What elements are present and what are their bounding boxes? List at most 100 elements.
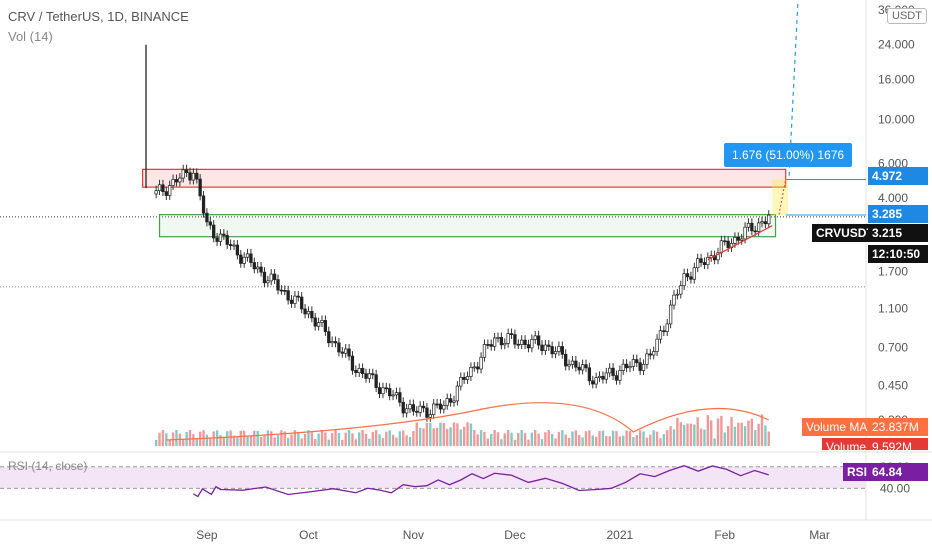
volume-bar bbox=[622, 435, 625, 446]
candle bbox=[628, 366, 632, 369]
candle bbox=[763, 221, 768, 225]
volume-bar bbox=[286, 437, 290, 446]
volume-bar bbox=[276, 434, 280, 446]
volume-bar bbox=[618, 436, 622, 446]
volume-bar bbox=[625, 430, 628, 446]
volume-bar bbox=[212, 431, 215, 446]
rsi-band bbox=[0, 466, 866, 489]
volume-bar bbox=[249, 436, 253, 446]
volume-bar bbox=[689, 423, 693, 446]
candle bbox=[652, 351, 656, 356]
candle bbox=[367, 373, 372, 379]
volume-bar bbox=[310, 432, 314, 446]
volume-bar bbox=[158, 432, 161, 446]
candle bbox=[696, 258, 700, 269]
volume-bar bbox=[767, 431, 770, 446]
candle bbox=[740, 238, 744, 241]
y-tick-2: 16.000 bbox=[878, 72, 915, 86]
candle bbox=[283, 289, 287, 292]
candle bbox=[354, 370, 358, 374]
candle bbox=[266, 280, 270, 284]
candle bbox=[306, 311, 311, 315]
y-tick-7: 1.700 bbox=[878, 264, 908, 278]
volume-bar bbox=[330, 433, 334, 446]
candle bbox=[482, 344, 487, 358]
x-tick-3: Dec bbox=[504, 528, 525, 542]
currency-selector[interactable]: USDT bbox=[887, 8, 927, 24]
volume-bar bbox=[381, 438, 385, 446]
candle bbox=[476, 366, 480, 370]
candle bbox=[520, 339, 524, 345]
candle bbox=[337, 342, 341, 353]
candle bbox=[760, 221, 764, 224]
candle bbox=[218, 233, 223, 242]
volume-legend: Vol (14) bbox=[8, 29, 53, 44]
volume-bar bbox=[520, 430, 523, 446]
candle bbox=[408, 404, 412, 410]
candle bbox=[371, 373, 375, 376]
volume-bar bbox=[222, 437, 226, 446]
candle bbox=[228, 244, 233, 247]
volume-bar bbox=[456, 423, 459, 446]
candle bbox=[570, 360, 575, 365]
volume-bar bbox=[571, 431, 574, 446]
volume-bar bbox=[638, 430, 642, 446]
candle bbox=[411, 404, 416, 412]
candle bbox=[469, 366, 473, 377]
candle bbox=[316, 322, 321, 327]
volume-bar bbox=[402, 430, 405, 446]
volume-bar bbox=[554, 438, 557, 446]
candle bbox=[198, 178, 202, 197]
volume-bar bbox=[364, 433, 368, 446]
candle bbox=[323, 320, 328, 332]
candle bbox=[604, 372, 608, 380]
candle bbox=[685, 273, 690, 278]
rsi-tick-1: 40.00 bbox=[880, 481, 910, 495]
volume-bar bbox=[229, 430, 232, 446]
candle bbox=[530, 339, 534, 349]
candle bbox=[269, 273, 273, 282]
volume-bar bbox=[547, 430, 550, 446]
volume-bar bbox=[679, 422, 682, 446]
volume-bar bbox=[601, 430, 605, 446]
candle bbox=[174, 179, 179, 183]
volume-bar bbox=[591, 435, 594, 446]
x-tick-2: Nov bbox=[403, 528, 424, 542]
volume-bar bbox=[635, 435, 638, 446]
volume-bar bbox=[534, 430, 537, 446]
volume-bar bbox=[666, 430, 669, 446]
candle bbox=[171, 179, 175, 186]
candle bbox=[215, 237, 219, 242]
volume-bar bbox=[263, 435, 266, 446]
candle bbox=[245, 253, 250, 258]
volume-bar bbox=[452, 422, 456, 446]
volume-bar bbox=[378, 434, 381, 446]
volume-bar bbox=[344, 432, 347, 446]
volume-bar bbox=[280, 430, 283, 446]
candle bbox=[421, 405, 426, 409]
volume-bar bbox=[408, 436, 412, 446]
volume-bar bbox=[253, 430, 256, 446]
candle bbox=[543, 344, 548, 352]
candle bbox=[540, 344, 544, 352]
candle bbox=[509, 333, 514, 335]
volume-bar bbox=[584, 431, 588, 446]
volume-ma-line bbox=[166, 402, 770, 441]
volume-bar bbox=[703, 429, 706, 446]
volume-bar bbox=[175, 430, 178, 446]
volume-bar bbox=[205, 434, 209, 446]
x-tick-4: 2021 bbox=[606, 528, 633, 542]
candle bbox=[364, 373, 368, 379]
candle bbox=[692, 267, 696, 280]
candle bbox=[404, 408, 409, 414]
volume-bar bbox=[418, 427, 422, 446]
candle bbox=[635, 359, 639, 364]
volume-bar bbox=[615, 430, 618, 446]
volume-bar bbox=[391, 434, 395, 446]
candle bbox=[357, 368, 361, 374]
candle bbox=[391, 394, 395, 397]
candle bbox=[767, 214, 771, 225]
candle bbox=[442, 404, 446, 410]
